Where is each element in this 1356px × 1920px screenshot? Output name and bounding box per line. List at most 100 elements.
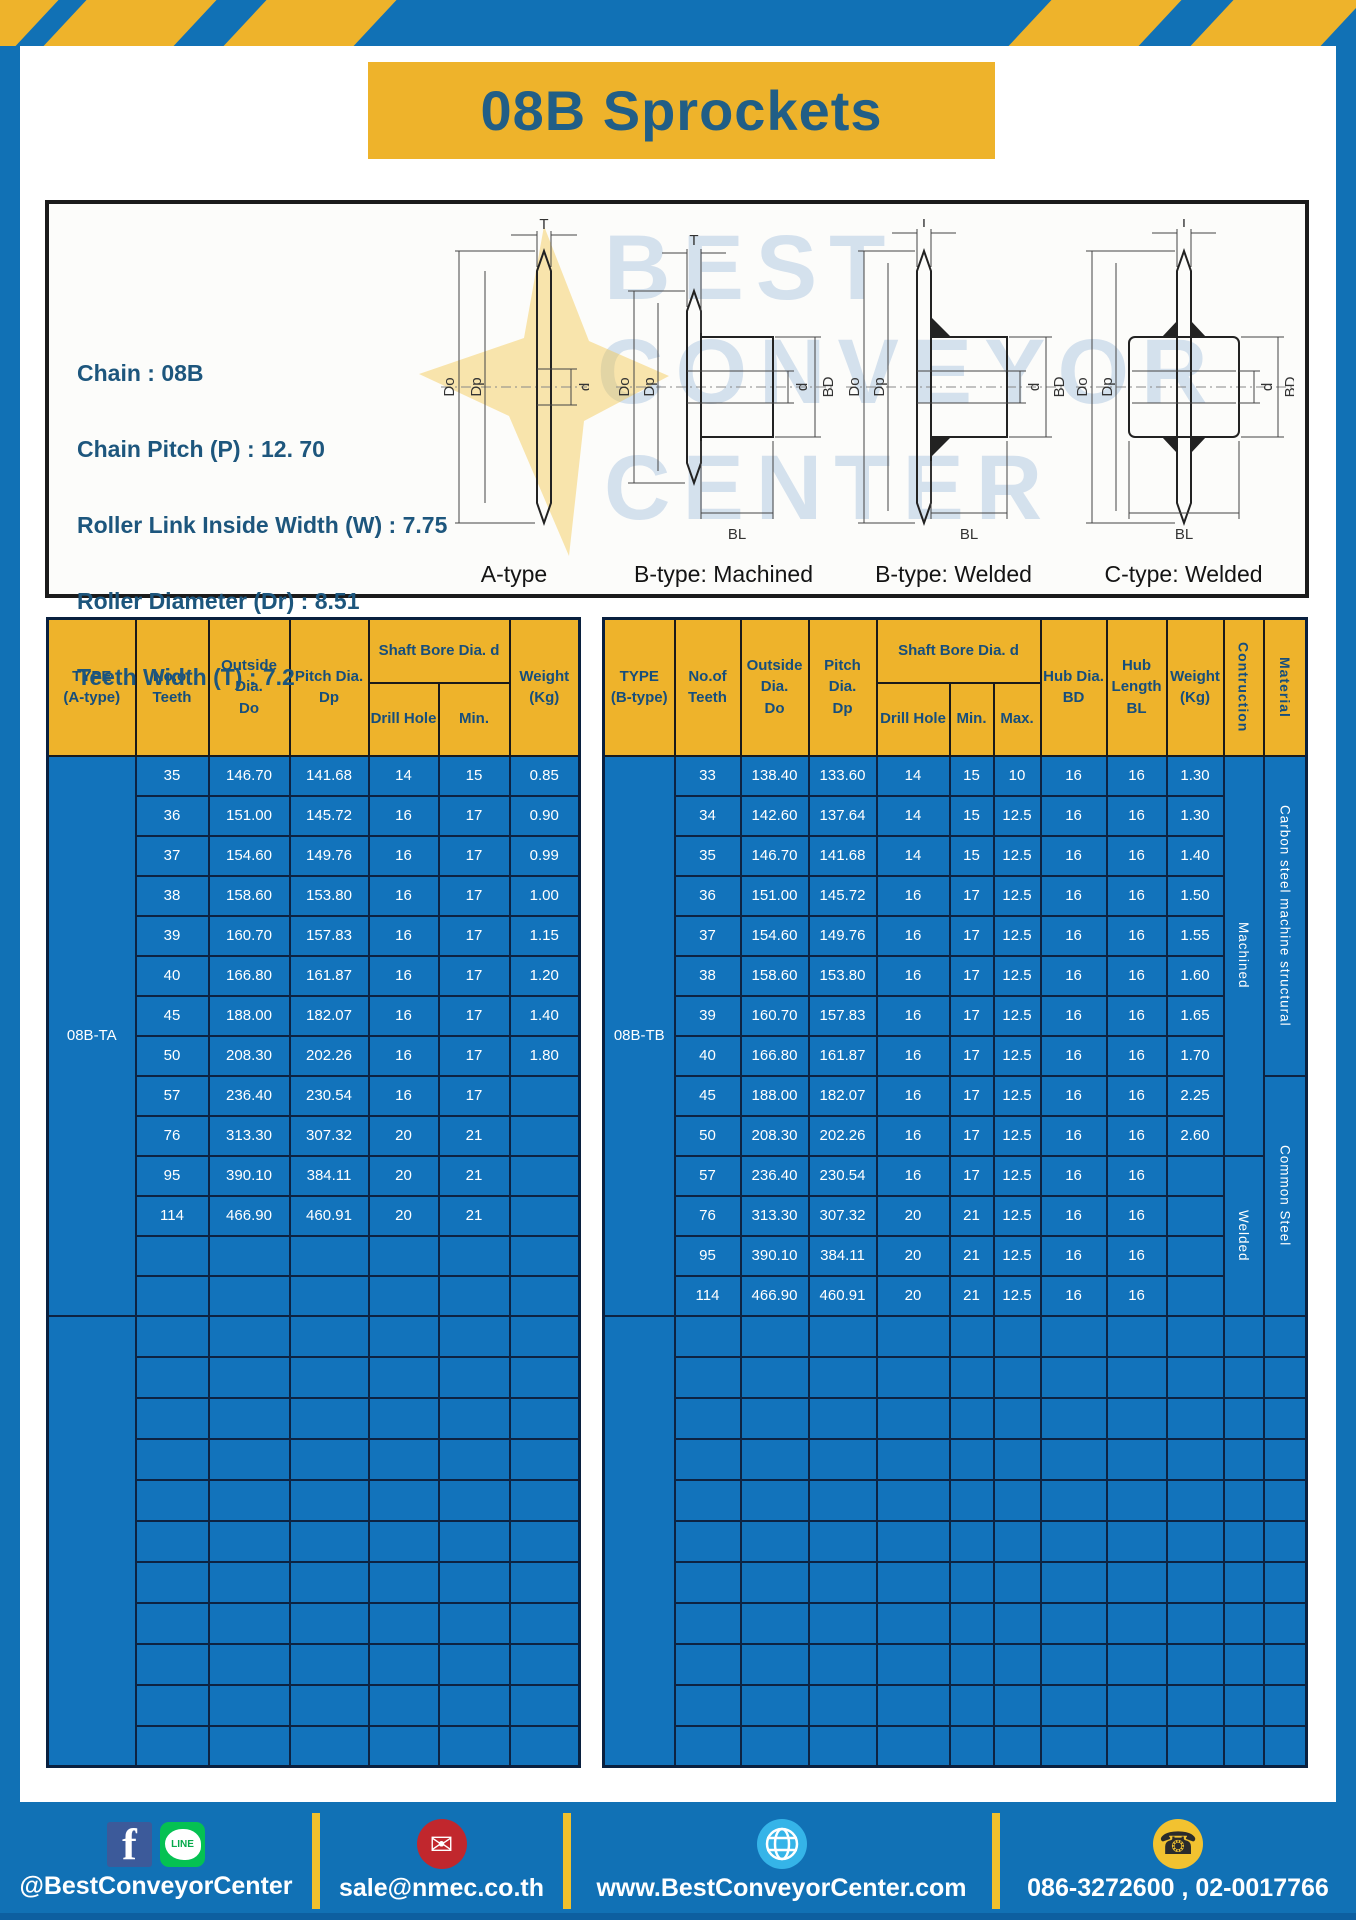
cell: 230.54 — [807, 1154, 878, 1197]
sprocket-drawing: Do Dp d T — [441, 216, 594, 527]
cell: 16 — [1039, 954, 1108, 997]
cell: 15 — [437, 754, 511, 797]
cell — [992, 1560, 1042, 1604]
cell: 16 — [1039, 1274, 1108, 1317]
cell — [992, 1396, 1042, 1440]
cell: 153.80 — [288, 874, 370, 917]
footer-phone-section: ☎ 086-3272600 , 02-0017766 — [1000, 1802, 1356, 1920]
header-cell: Pitch Dia. Dp — [288, 617, 370, 757]
cell: 1.40 — [508, 994, 581, 1037]
top-hazard-bar — [0, 0, 1356, 46]
cell — [437, 1274, 511, 1317]
cell: 154.60 — [207, 834, 291, 877]
cell — [508, 1314, 581, 1358]
cell — [134, 1642, 210, 1686]
cell: 188.00 — [739, 1074, 810, 1117]
cell — [875, 1601, 951, 1645]
cell: 0.85 — [508, 754, 581, 797]
svg-text:d: d — [577, 383, 589, 391]
cell: 21 — [948, 1234, 995, 1277]
footer-divider — [992, 1813, 1000, 1909]
cell — [1105, 1519, 1168, 1563]
cell — [1165, 1154, 1225, 1197]
cell — [134, 1601, 210, 1645]
cell — [1165, 1642, 1225, 1686]
cell: 182.07 — [288, 994, 370, 1037]
cell — [992, 1314, 1042, 1358]
cell — [437, 1560, 511, 1604]
svg-text:T: T — [539, 219, 548, 233]
social-handle[interactable]: @BestConveyorCenter — [19, 1871, 293, 1900]
cell: 08B-TB — [602, 754, 676, 1317]
cell — [1039, 1683, 1108, 1727]
svg-text:BD: BD — [1051, 376, 1064, 397]
line-icon[interactable]: LINE — [160, 1821, 205, 1867]
cell — [948, 1683, 995, 1727]
table-row — [48, 1274, 581, 1317]
cell: 21 — [437, 1114, 511, 1157]
cell — [1222, 1519, 1265, 1563]
cell — [739, 1601, 810, 1645]
cell — [134, 1478, 210, 1522]
cell: 20 — [875, 1194, 951, 1237]
phone-numbers[interactable]: 086-3272600 , 02-0017766 — [1027, 1874, 1329, 1902]
email-address[interactable]: sale@nmec.co.th — [338, 1874, 544, 1902]
cell: 1.60 — [1165, 954, 1225, 997]
table-row: 114 466.90 460.91 20 21 — [48, 1194, 581, 1237]
cell: 160.70 — [207, 914, 291, 957]
header-cell: Weight (Kg) — [508, 617, 581, 757]
cell: 16 — [367, 994, 440, 1037]
cell — [1039, 1314, 1108, 1358]
globe-icon[interactable] — [756, 1819, 807, 1869]
table-row — [48, 1642, 581, 1686]
cell: 15 — [948, 794, 995, 837]
table-row — [602, 1314, 1308, 1768]
cell — [807, 1724, 878, 1768]
cell — [288, 1519, 370, 1563]
cell: 38 — [673, 954, 742, 997]
cell — [207, 1314, 291, 1358]
cell: 114 — [673, 1274, 742, 1317]
table-row — [604, 1560, 1308, 1604]
facebook-icon[interactable]: f — [107, 1821, 152, 1867]
diagram-b-type-welded: Do Dp T d BD BL B-type: Welded — [841, 214, 1068, 588]
cell: 16 — [1039, 914, 1108, 957]
cell — [992, 1355, 1042, 1399]
phone-icon[interactable]: ☎ — [1153, 1819, 1203, 1869]
cell: 313.30 — [207, 1114, 291, 1157]
website-url[interactable]: www.BestConveyorCenter.com — [596, 1874, 967, 1902]
cell — [1262, 1724, 1308, 1768]
cell — [875, 1478, 951, 1522]
cell — [673, 1683, 742, 1727]
cell: 16 — [1039, 1114, 1108, 1157]
cell: 40 — [673, 1034, 742, 1077]
cell — [992, 1437, 1042, 1481]
cell: 17 — [948, 874, 995, 917]
cell — [807, 1519, 878, 1563]
spec-line: Chain : 08B — [77, 360, 204, 386]
cell — [367, 1642, 440, 1686]
cell: 16 — [1105, 1274, 1168, 1317]
cell: 16 — [1039, 1234, 1108, 1277]
cell — [875, 1355, 951, 1399]
cell — [948, 1355, 995, 1399]
table-row: 50 208.30 202.26 16 17 12.5 16 16 2.60 — [604, 1114, 1307, 1157]
cell: 17 — [437, 994, 511, 1037]
cell — [875, 1396, 951, 1440]
svg-text:Do: Do — [846, 377, 863, 396]
header-cell: Outside Dia. Do — [207, 617, 291, 757]
cell — [1165, 1194, 1225, 1237]
email-icon[interactable]: ✉ — [416, 1819, 467, 1869]
cell: 12.5 — [992, 1194, 1042, 1237]
cell: 10 — [992, 754, 1042, 797]
svg-text:d: d — [1259, 383, 1276, 391]
cell: 45 — [134, 994, 210, 1037]
cell: 16 — [1105, 1074, 1168, 1117]
spec-line: Teeth Width (T) : 7.2 — [77, 664, 295, 690]
table-row: 38 158.60 153.80 16 17 1.00 — [48, 874, 581, 917]
cell — [207, 1396, 291, 1440]
table-row — [48, 1601, 581, 1645]
cell: 0.99 — [508, 834, 581, 877]
cell: 1.00 — [508, 874, 581, 917]
